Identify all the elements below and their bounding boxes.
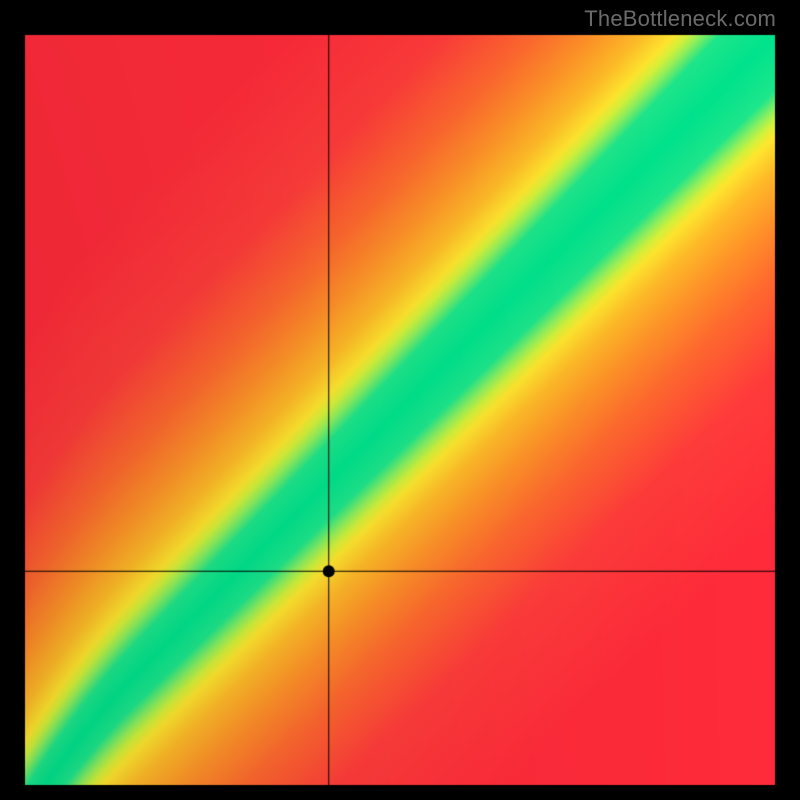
heatmap-canvas <box>0 0 800 800</box>
watermark-text: TheBottleneck.com <box>584 6 776 32</box>
bottleneck-heatmap-container: TheBottleneck.com <box>0 0 800 800</box>
